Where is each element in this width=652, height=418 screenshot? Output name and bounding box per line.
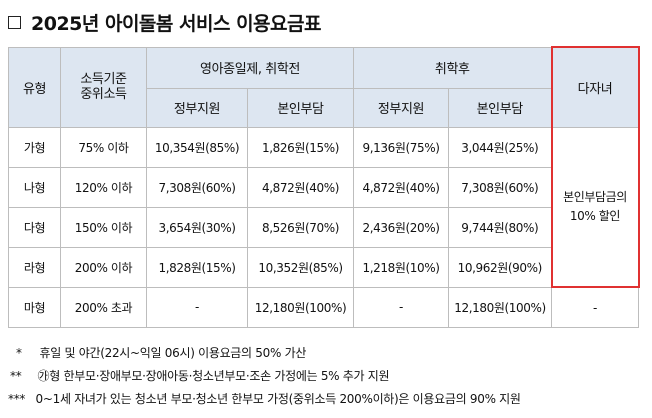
cell-post-self: 3,044원(25%): [448, 126, 552, 168]
cell-post-gov: 1,218원(10%): [353, 246, 449, 288]
header-post-gov: 정부지원: [353, 87, 449, 128]
cell-pre-self: 10,352원(85%): [247, 246, 354, 288]
cell-type: 마형: [8, 286, 61, 328]
cell-post-gov: 9,136원(75%): [353, 126, 449, 168]
cell-pre-gov: 10,354원(85%): [146, 126, 248, 168]
footnote: ** ㉮형 한부모·장애부모·장애아동·청소년부모·조손 가정에는 5% 추가 …: [8, 365, 521, 388]
header-before-school: 영아종일제, 취학전: [146, 46, 354, 89]
cell-post-self: 7,308원(60%): [448, 166, 552, 208]
cell-pre-self: 1,826원(15%): [247, 126, 354, 168]
footnote-mark: ***: [8, 392, 26, 406]
table-row: 마형 200% 초과 - 12,180원(100%) - 12,180원(100…: [8, 286, 639, 328]
footnote-mark: *: [16, 346, 22, 360]
footnote: *** 0~1세 자녀가 있는 청소년 부모·청소년 한부모 가정(중위소득 2…: [8, 388, 521, 411]
footnote-text: ㉮형 한부모·장애부모·장애아동·청소년부모·조손 가정에는 5% 추가 지원: [37, 369, 390, 383]
footnote-mark: **: [10, 369, 22, 383]
header-pre-gov: 정부지원: [146, 87, 248, 128]
cell-pre-gov: 7,308원(60%): [146, 166, 248, 208]
cell-multi: -: [551, 286, 639, 328]
footnote-text: 0~1세 자녀가 있는 청소년 부모·청소년 한부모 가정(중위소득 200%이…: [35, 392, 521, 406]
page-title: 2025년 아이돌봄 서비스 이용요금표: [8, 8, 321, 36]
table-row: 가형 75% 이하 10,354원(85%) 1,826원(15%) 9,136…: [8, 126, 640, 288]
cell-post-self: 9,744원(80%): [448, 206, 552, 248]
cell-pre-self: 4,872원(40%): [247, 166, 354, 208]
header-type: 유형: [8, 46, 61, 128]
cell-type: 라형: [8, 246, 61, 288]
table-row: 라형 200% 이하 1,828원(15%) 10,352원(85%) 1,21…: [8, 246, 639, 288]
header-row-sub: 정부지원 본인부담 정부지원 본인부담: [9, 87, 639, 128]
cell-income: 120% 이하: [60, 166, 147, 208]
cell-income: 200% 초과: [60, 286, 147, 328]
cell-post-gov: 2,436원(20%): [353, 206, 449, 248]
table-row: 나형 120% 이하 7,308원(60%) 4,872원(40%) 4,872…: [8, 166, 639, 208]
cell-post-self: 10,962원(90%): [448, 246, 552, 288]
header-income: 소득기준 중위소득: [60, 46, 147, 128]
cell-income: 75% 이하: [60, 126, 147, 168]
footnote: * 휴일 및 야간(22시~익일 06시) 이용요금의 50% 가산: [8, 342, 521, 365]
discount-line1: 본인부담금의: [563, 189, 627, 204]
cell-type: 다형: [8, 206, 61, 248]
header-after-school: 취학후: [353, 46, 552, 89]
header-row-top: 유형 소득기준 중위소득 영아종일제, 취학전 취학후 다자녀: [8, 46, 640, 128]
cell-income: 200% 이하: [60, 246, 147, 288]
header-multi-child: 다자녀: [550, 46, 640, 128]
cell-pre-gov: 1,828원(15%): [146, 246, 248, 288]
page-title-text: 2025년 아이돌봄 서비스 이용요금표: [31, 12, 321, 35]
cell-pre-self: 8,526원(70%): [247, 206, 354, 248]
cell-type: 나형: [8, 166, 61, 208]
header-post-self: 본인부담: [448, 87, 552, 128]
cell-type: 가형: [8, 126, 61, 168]
discount-line2: 10% 할인: [569, 208, 621, 223]
cell-income: 150% 이하: [60, 206, 147, 248]
footnote-text: 휴일 및 야간(22시~익일 06시) 이용요금의 50% 가산: [39, 346, 307, 360]
cell-post-gov: -: [353, 286, 449, 328]
checkbox-square-icon: [8, 15, 21, 29]
cell-pre-gov: -: [146, 286, 248, 328]
multi-child-discount: 본인부담금의 10% 할인: [550, 126, 640, 288]
fee-table: 유형 소득기준 중위소득 영아종일제, 취학전 취학후 다자녀 정부지원 본인부…: [8, 46, 640, 328]
header-income-line1: 소득기준: [80, 72, 127, 87]
cell-post-gov: 4,872원(40%): [353, 166, 449, 208]
header-income-line2: 중위소득: [80, 87, 127, 102]
cell-pre-self: 12,180원(100%): [247, 286, 354, 328]
cell-post-self: 12,180원(100%): [448, 286, 552, 328]
header-pre-self: 본인부담: [247, 87, 354, 128]
footnotes: * 휴일 및 야간(22시~익일 06시) 이용요금의 50% 가산 ** ㉮형…: [8, 342, 521, 411]
cell-pre-gov: 3,654원(30%): [146, 206, 248, 248]
table-row: 다형 150% 이하 3,654원(30%) 8,526원(70%) 2,436…: [8, 206, 639, 248]
